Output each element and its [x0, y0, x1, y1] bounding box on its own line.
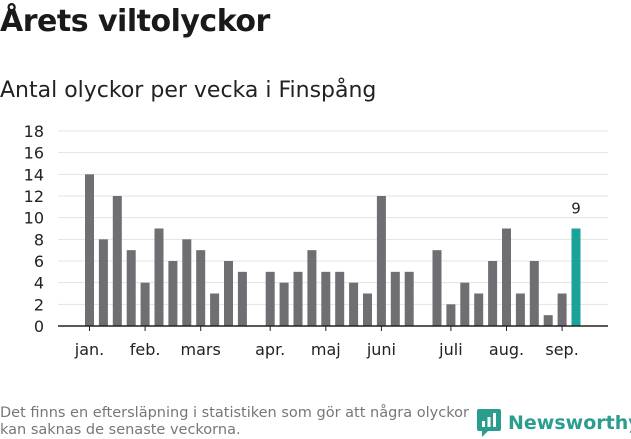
bar [446, 304, 456, 326]
bar [85, 174, 94, 326]
y-tick-label: 18 [24, 122, 44, 141]
bar [168, 261, 178, 326]
bar [210, 293, 220, 326]
y-tick-label: 10 [24, 209, 44, 228]
y-tick-label: 8 [34, 230, 44, 249]
bar [404, 271, 414, 326]
brand-name: Newsworthy [508, 412, 631, 434]
y-tick-label: 14 [24, 165, 44, 184]
data-labels: 9 [571, 200, 581, 218]
bar [279, 282, 289, 326]
bar [515, 293, 525, 326]
footnote: Det finns en eftersläpning i statistiken… [0, 405, 469, 438]
bar [126, 250, 136, 326]
bar [335, 271, 345, 326]
data-label: 9 [571, 200, 581, 218]
bar [293, 271, 303, 326]
y-tick-label: 16 [24, 144, 44, 163]
y-tick-label: 4 [34, 274, 44, 293]
bars [85, 174, 581, 326]
bar [112, 196, 122, 326]
chart-subtitle: Antal olyckor per vecka i Finspång [0, 78, 377, 103]
x-tick-label: apr. [255, 340, 285, 359]
x-tick-label: maj [311, 340, 341, 359]
y-axis: 0 2 4 6 8 10 12 14 16 18 [24, 122, 44, 336]
bar [488, 261, 498, 326]
bar [349, 282, 359, 326]
bar [196, 250, 206, 326]
bar [543, 315, 553, 326]
x-axis: jan. feb. mars apr. maj juni juli aug. sep. [58, 325, 608, 359]
bar [321, 271, 331, 326]
y-tick-label: 12 [24, 187, 44, 206]
bar [307, 250, 317, 326]
bar [98, 239, 108, 326]
bar [154, 228, 164, 326]
bar [460, 282, 470, 326]
bar [224, 261, 233, 326]
bar [432, 250, 442, 326]
highlight-bar [571, 228, 581, 326]
newsworthy-logo-icon [477, 409, 501, 437]
bar [529, 261, 539, 326]
bar [363, 293, 372, 326]
x-tick-label: feb. [130, 340, 161, 359]
gridlines [58, 130, 608, 305]
bar [237, 271, 247, 326]
chart-title: Årets viltolyckor [0, 4, 270, 39]
x-tick-label: mars [181, 340, 221, 359]
x-tick-label: juni [366, 340, 396, 359]
bar [390, 271, 400, 326]
bar [140, 282, 150, 326]
bar [376, 196, 386, 326]
x-tick-label: jan. [74, 340, 104, 359]
y-tick-label: 0 [34, 317, 44, 336]
y-tick-label: 2 [34, 295, 44, 314]
x-tick-label: sep. [545, 340, 578, 359]
bar [502, 228, 511, 326]
bar [182, 239, 192, 326]
y-tick-label: 6 [34, 252, 44, 271]
bar [557, 293, 567, 326]
newsworthy-logo[interactable]: Newsworthy [476, 408, 631, 438]
bar [265, 271, 275, 326]
x-tick-label: juli [438, 340, 462, 359]
bar [474, 293, 484, 326]
x-tick-label: aug. [489, 340, 524, 359]
